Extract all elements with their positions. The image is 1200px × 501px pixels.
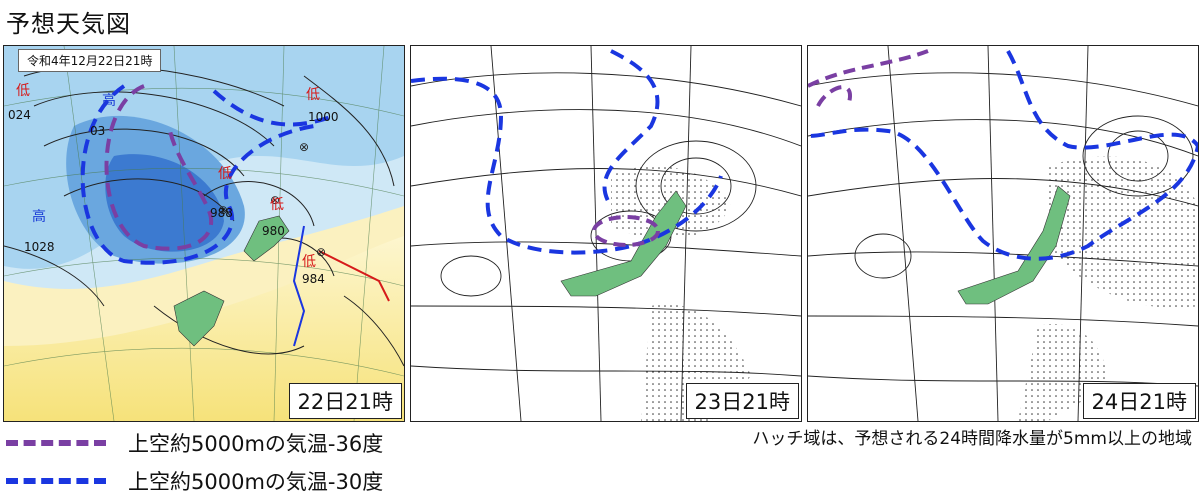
timestamp-box: 22日21時: [288, 383, 402, 419]
weather-map-panel-1: ⊗ ⊗ ⊗ ⊗ 令和4年12月22日21時 低 低 低 低 低 高 高 024 102…: [3, 45, 405, 422]
low-label: 低: [16, 83, 30, 99]
timestamp-box: 23日21時: [685, 383, 799, 419]
svg-text:⊗: ⊗: [270, 193, 280, 207]
timestamp-box: 24日21時: [1082, 383, 1196, 419]
pressure-label: 988: [210, 206, 233, 220]
low-label: 低: [218, 166, 232, 182]
svg-text:⊗: ⊗: [218, 203, 228, 217]
pressure-label: 1028: [24, 240, 55, 254]
date-label: 令和4年12月22日21時: [18, 49, 162, 72]
weather-map-2-graphic: [411, 46, 801, 421]
legend-label: 上空約5000mの気温-30度: [128, 470, 384, 494]
legend-label: 上空約5000mの気温-36度: [128, 432, 384, 456]
hatch-note: ハッチ域は、予想される24時間降水量が5mm以上の地域: [752, 429, 1192, 449]
high-label: 高: [102, 93, 116, 109]
pressure-label: 03: [90, 124, 106, 138]
pressure-label: 1000: [308, 110, 339, 124]
legend-item-minus36: 上空約5000mの気温-36度: [6, 428, 383, 458]
low-label: 低: [302, 254, 316, 270]
weather-map-3-graphic: [808, 46, 1198, 421]
pressure-label: 024: [8, 108, 31, 122]
legend-line-purple: [6, 440, 106, 446]
page-title: 予想天気図: [6, 10, 131, 38]
legend-item-minus30: 上空約5000mの気温-30度: [6, 466, 383, 496]
svg-text:⊗: ⊗: [299, 140, 309, 154]
weather-map-1-graphic: ⊗ ⊗ ⊗ ⊗: [4, 46, 404, 421]
low-label: 低: [270, 197, 284, 213]
weather-map-panel-3: 24日21時: [807, 45, 1199, 422]
pressure-label: 984: [302, 272, 325, 286]
svg-text:⊗: ⊗: [316, 245, 326, 259]
high-label: 高: [32, 209, 46, 225]
pressure-label: 980: [262, 224, 285, 238]
weather-map-panel-2: 23日21時: [410, 45, 802, 422]
low-label: 低: [306, 87, 320, 103]
legend-line-blue: [6, 478, 106, 484]
